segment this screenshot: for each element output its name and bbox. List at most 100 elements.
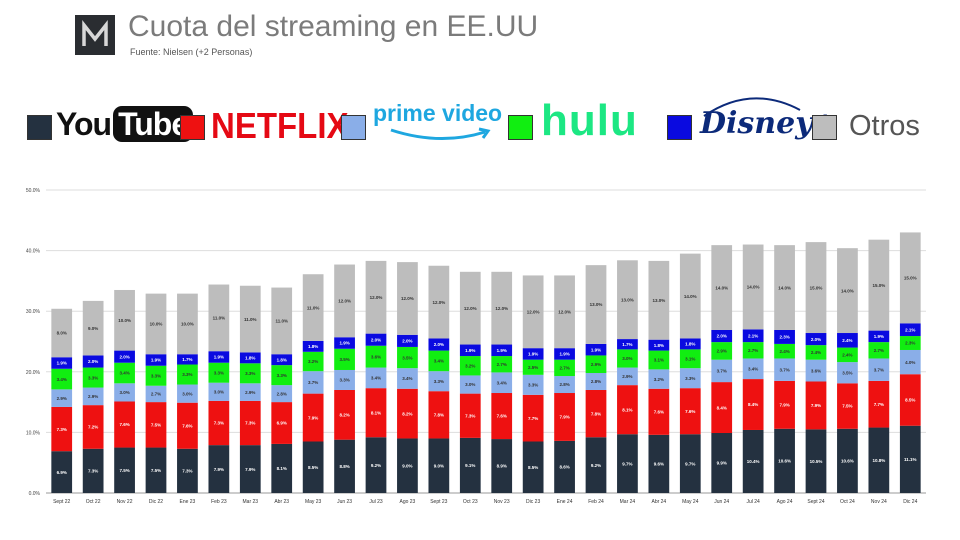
bar-data-label: 8.0% xyxy=(57,331,67,336)
x-tick-label: Dic 24 xyxy=(903,499,917,505)
bar-data-label: 2.4% xyxy=(842,338,852,343)
y-axis: 0.0% 10.0% 20.0% 30.0% 40.0% 50.0% xyxy=(26,188,41,497)
bar-data-label: 13.0% xyxy=(652,298,665,303)
x-tick-label: Jul 24 xyxy=(746,499,760,505)
bar-segment xyxy=(428,438,450,493)
legend-swatch-youtube xyxy=(27,115,52,140)
bar-segment xyxy=(459,271,481,345)
bar-segment xyxy=(522,275,544,349)
bar-segment xyxy=(774,245,795,330)
x-tick-label: Ene 24 xyxy=(557,499,573,505)
bar-data-label: 11.0% xyxy=(213,316,226,321)
bar-data-label: 9.1% xyxy=(465,463,475,468)
bar-segment xyxy=(334,337,355,349)
bar-segment xyxy=(145,402,167,448)
bar-segment xyxy=(554,440,575,493)
bar-data-label: 2.4% xyxy=(811,350,821,355)
bar-data-label: 3.1% xyxy=(685,356,695,361)
bar-segment xyxy=(868,342,890,359)
bar-segment xyxy=(554,393,575,441)
x-tick-label: Abr 24 xyxy=(651,499,666,505)
bar-data-label: 12.0% xyxy=(370,295,383,300)
bar-segment xyxy=(805,429,827,493)
bar-data-label: 7.8% xyxy=(434,413,444,418)
bar-data-label: 7.7% xyxy=(528,416,538,421)
bar-data-label: 7.9% xyxy=(308,415,318,420)
bar-data-label: 8.4% xyxy=(748,402,758,407)
x-tick-label: Ago 23 xyxy=(399,499,415,505)
bar-segment xyxy=(899,323,921,337)
bar-data-label: 2.9% xyxy=(88,394,98,399)
x-tick-label: Nov 24 xyxy=(871,499,887,505)
bar-data-label: 3.5% xyxy=(402,355,412,360)
bar-data-label: 7.5% xyxy=(151,468,161,473)
y-tick-label: 30.0% xyxy=(26,309,41,315)
bar-data-label: 1.9% xyxy=(559,352,569,357)
bar-segment xyxy=(82,355,104,368)
legend-swatch-disney xyxy=(667,115,692,140)
x-tick-label: Oct 22 xyxy=(86,499,101,505)
bar-segment xyxy=(554,348,575,360)
y-tick-label: 50.0% xyxy=(26,188,41,194)
bar-data-label: 13.0% xyxy=(590,302,603,307)
bar-data-label: 7.9% xyxy=(811,403,821,408)
bar-data-label: 7.7% xyxy=(874,402,884,407)
bar-data-label: 2.0% xyxy=(434,342,444,347)
bar-segment xyxy=(774,329,795,344)
bar-data-label: 1.8% xyxy=(654,343,664,348)
bar-segment xyxy=(208,362,230,383)
bar-segment xyxy=(334,389,355,440)
bar-segment xyxy=(208,351,230,363)
bar-data-label: 2.9% xyxy=(622,374,632,379)
bar-segment xyxy=(145,447,167,493)
bar-segment xyxy=(679,434,701,493)
bar-segment xyxy=(617,385,638,435)
bar-data-label: 11.1% xyxy=(904,457,917,462)
bar-segment xyxy=(114,401,135,448)
bar-data-label: 7.6% xyxy=(497,414,507,419)
bar-segment xyxy=(648,388,670,435)
bar-segment xyxy=(145,354,167,366)
bar-segment xyxy=(459,344,481,357)
bar-segment xyxy=(271,287,293,355)
bar-segment xyxy=(365,388,387,438)
bar-data-label: 12.0% xyxy=(432,300,445,305)
bar-data-label: 10.0% xyxy=(150,322,163,327)
bar-segment xyxy=(302,393,324,442)
bar-segment xyxy=(648,260,670,340)
bar-data-label: 3.2% xyxy=(465,363,475,368)
bar-segment xyxy=(868,358,890,381)
bar-segment xyxy=(837,428,858,493)
bar-data-label: 1.9% xyxy=(874,334,884,339)
bar-data-label: 6.9% xyxy=(57,470,67,475)
bar-data-label: 1.8% xyxy=(245,356,255,361)
bar-data-label: 9.0% xyxy=(434,463,444,468)
bar-segment xyxy=(82,367,104,388)
bar-data-label: 2.7% xyxy=(497,362,507,367)
bar-data-label: 1.8% xyxy=(277,357,287,362)
bar-data-label: 8.5% xyxy=(905,398,915,403)
x-tick-label: Sept 22 xyxy=(53,499,70,505)
bar-segment xyxy=(51,308,73,358)
bar-segment xyxy=(459,375,481,394)
bar-segment xyxy=(679,368,701,389)
x-tick-label: Dic 23 xyxy=(526,499,540,505)
bar-data-label: 3.1% xyxy=(654,358,664,363)
bar-data-label: 3.4% xyxy=(748,366,758,371)
chart-bars: 6.9% 7.3% 2.9% 3.4% 1.9% 8.0% 7.3% 7.2% 2.9% 3.3%… xyxy=(51,232,921,493)
bar-segment xyxy=(648,350,670,370)
bar-data-label: 3.6% xyxy=(811,368,821,373)
bar-data-label: 1.9% xyxy=(528,352,538,357)
x-tick-label: Dic 22 xyxy=(149,499,163,505)
bar-data-label: 2.8% xyxy=(591,379,601,384)
bar-segment xyxy=(711,342,733,360)
legend-youtube-logo: You Tube xyxy=(56,106,194,143)
bar-data-label: 2.9% xyxy=(57,396,67,401)
bar-data-label: 3.3% xyxy=(339,378,349,383)
legend-label-prime: prime video xyxy=(373,100,503,126)
bar-data-label: 3.0% xyxy=(182,391,192,396)
bar-data-label: 2.0% xyxy=(371,337,381,342)
bar-segment xyxy=(522,348,544,360)
x-tick-label: Ago 24 xyxy=(777,499,793,505)
bar-data-label: 1.7% xyxy=(622,342,632,347)
